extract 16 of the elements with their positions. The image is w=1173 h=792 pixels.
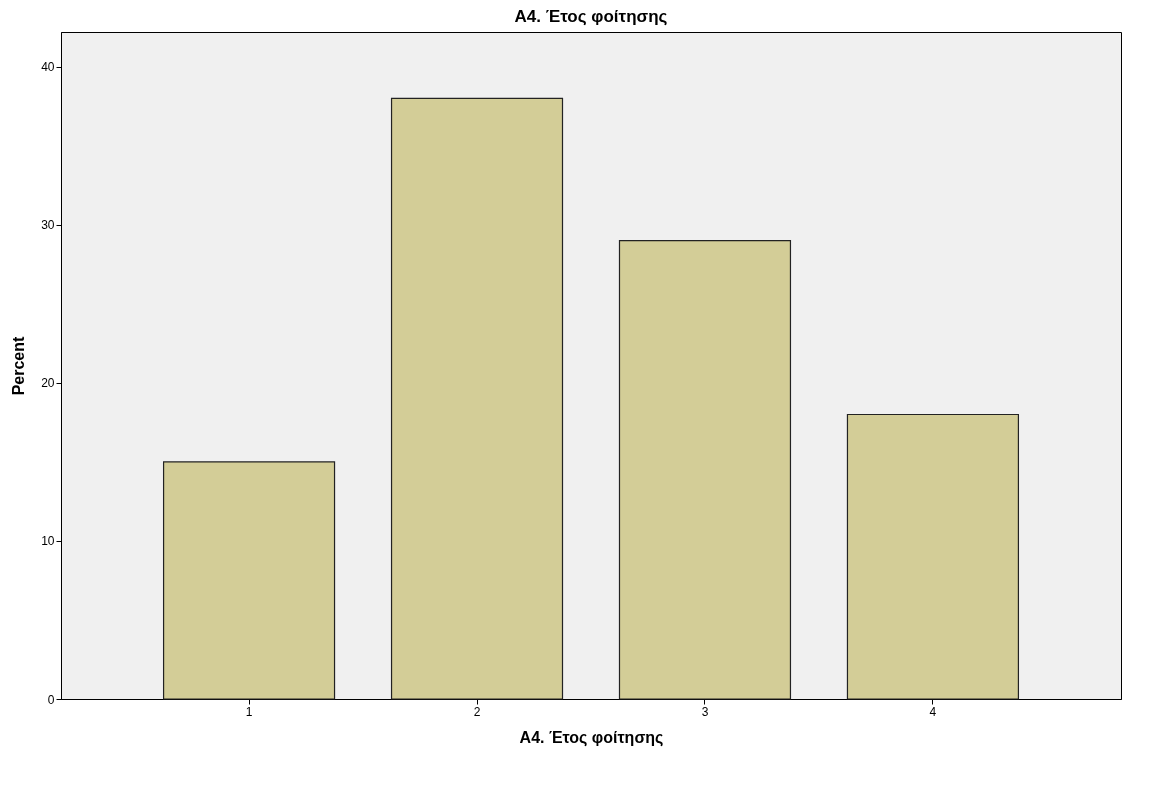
y-tick-label: 40: [41, 60, 55, 75]
y-tick-label: 20: [41, 376, 55, 391]
bar: [162, 461, 336, 700]
x-tick-label: 1: [245, 704, 253, 719]
y-axis-title: Percent: [10, 335, 28, 396]
y-tick-label: 10: [41, 534, 55, 549]
x-tick-label: 4: [929, 704, 937, 719]
x-tick-label: 3: [701, 704, 709, 719]
x-tick-label: 2: [473, 704, 481, 719]
chart-title: A4. Έτος φοίτησης: [514, 7, 668, 26]
y-tick-label: 0: [47, 692, 55, 707]
y-tick-label: 30: [41, 218, 55, 233]
bar: [390, 97, 564, 700]
bar: [846, 413, 1020, 700]
bar: [618, 240, 792, 700]
x-axis-title: A4. Έτος φοίτησης: [519, 728, 664, 747]
